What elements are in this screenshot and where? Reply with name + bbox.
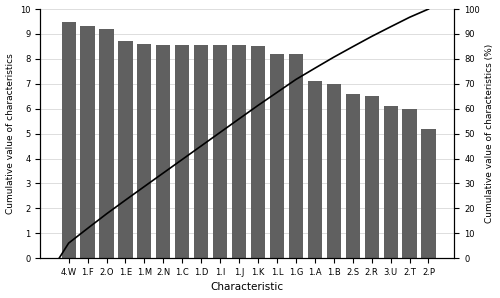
Bar xyxy=(270,54,284,258)
Bar xyxy=(232,45,246,258)
Bar xyxy=(62,21,76,258)
Bar xyxy=(402,109,416,258)
Bar xyxy=(251,46,265,258)
Bar xyxy=(213,45,228,258)
Bar xyxy=(326,84,341,258)
Y-axis label: Cumulative value of characteristics (%): Cumulative value of characteristics (%) xyxy=(486,44,494,223)
Bar xyxy=(289,54,303,258)
Bar xyxy=(194,45,208,258)
Bar xyxy=(422,129,436,258)
Bar xyxy=(346,94,360,258)
Y-axis label: Cumulative value of characteristics: Cumulative value of characteristics xyxy=(6,53,15,214)
Bar xyxy=(138,44,151,258)
Bar xyxy=(156,45,170,258)
Bar xyxy=(364,96,379,258)
Bar xyxy=(175,45,190,258)
X-axis label: Characteristic: Characteristic xyxy=(211,283,284,292)
Bar xyxy=(100,29,114,258)
Bar xyxy=(308,81,322,258)
Bar xyxy=(80,27,94,258)
Bar xyxy=(118,41,132,258)
Bar xyxy=(384,106,398,258)
